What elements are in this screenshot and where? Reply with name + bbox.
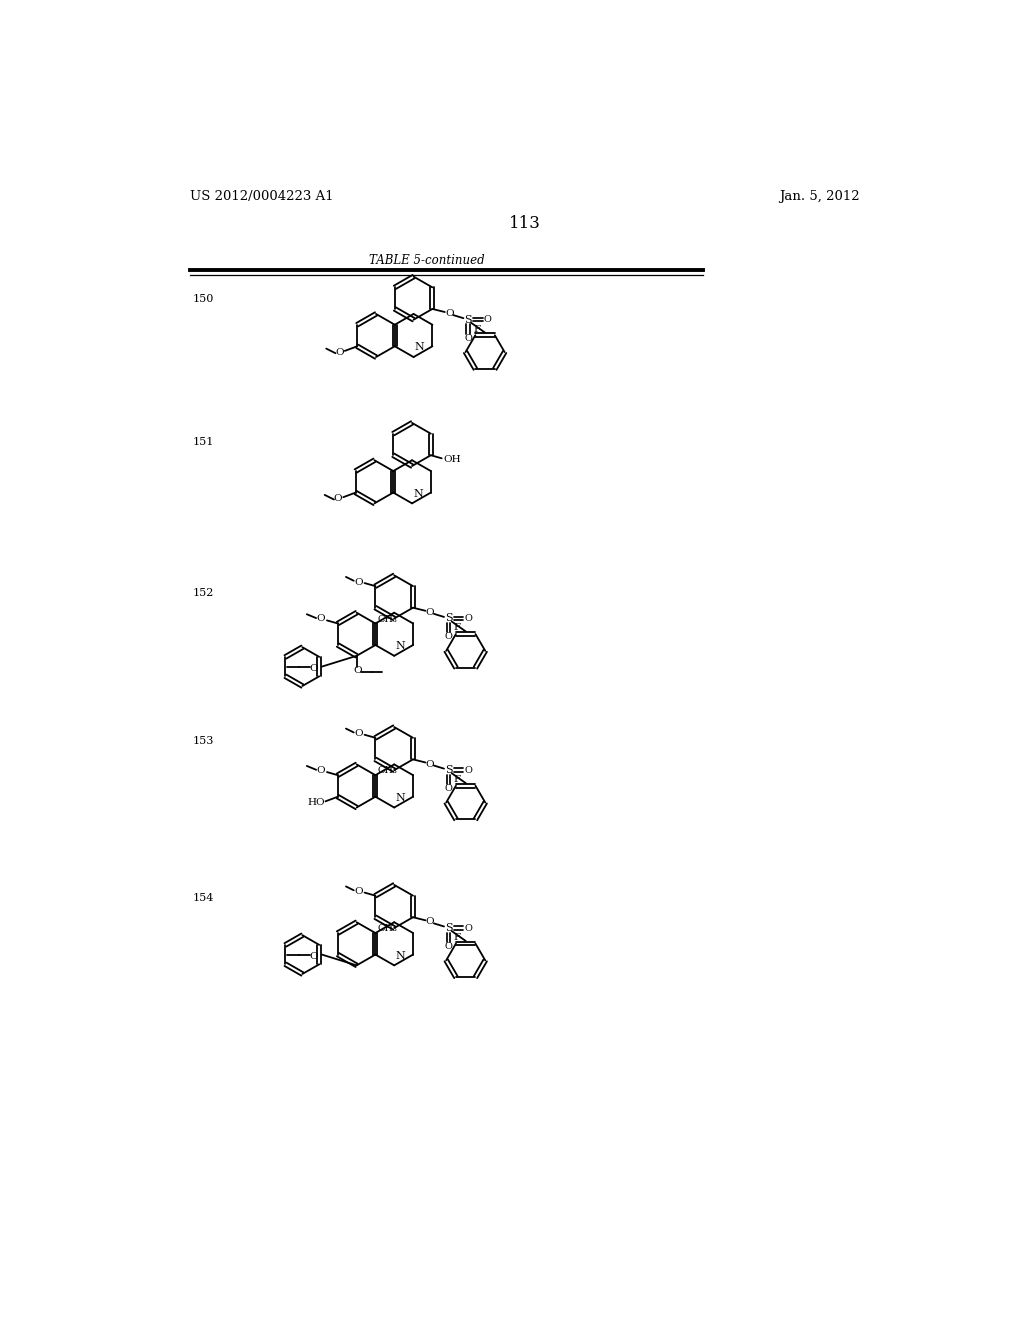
- Text: O: O: [426, 759, 434, 768]
- Text: O: O: [426, 607, 434, 616]
- Text: O: O: [445, 309, 454, 318]
- Text: N: N: [395, 793, 406, 803]
- Text: Jan. 5, 2012: Jan. 5, 2012: [779, 190, 859, 203]
- Text: O: O: [335, 348, 344, 356]
- Text: 151: 151: [193, 437, 214, 446]
- Text: O: O: [354, 578, 362, 587]
- Text: O: O: [310, 952, 318, 961]
- Text: O: O: [316, 614, 325, 623]
- Text: O: O: [444, 942, 453, 950]
- Text: N: N: [415, 342, 425, 352]
- Text: O: O: [444, 784, 453, 793]
- Text: F: F: [454, 933, 461, 942]
- Text: O: O: [464, 766, 472, 775]
- Text: S: S: [444, 614, 453, 623]
- Text: O: O: [464, 614, 472, 623]
- Text: F: F: [454, 623, 461, 632]
- Text: O: O: [354, 887, 362, 896]
- Text: F: F: [454, 775, 461, 784]
- Text: CH₃: CH₃: [378, 767, 397, 775]
- Text: OH: OH: [443, 455, 462, 465]
- Text: CH₃: CH₃: [378, 615, 397, 623]
- Text: TABLE 5-continued: TABLE 5-continued: [369, 255, 484, 268]
- Text: S: S: [444, 923, 453, 933]
- Text: N: N: [395, 642, 406, 651]
- Text: 150: 150: [193, 294, 214, 305]
- Text: N: N: [395, 950, 406, 961]
- Text: 154: 154: [193, 892, 214, 903]
- Text: 153: 153: [193, 737, 214, 746]
- Text: US 2012/0004223 A1: US 2012/0004223 A1: [190, 190, 334, 203]
- Text: 113: 113: [509, 215, 541, 232]
- Text: O: O: [464, 924, 472, 932]
- Text: F: F: [473, 325, 480, 334]
- Text: O: O: [334, 494, 342, 503]
- Text: HO: HO: [307, 799, 325, 808]
- Text: 152: 152: [193, 589, 214, 598]
- Text: O: O: [464, 334, 472, 343]
- Text: CH₃: CH₃: [378, 924, 397, 933]
- Text: O: O: [426, 917, 434, 927]
- Text: O: O: [354, 730, 362, 738]
- Text: O: O: [444, 632, 453, 642]
- Text: O: O: [316, 766, 325, 775]
- Text: O: O: [483, 315, 492, 325]
- Text: S: S: [444, 766, 453, 775]
- Text: O: O: [310, 664, 318, 673]
- Text: N: N: [414, 488, 423, 499]
- Text: O: O: [354, 667, 362, 675]
- Text: S: S: [464, 314, 472, 325]
